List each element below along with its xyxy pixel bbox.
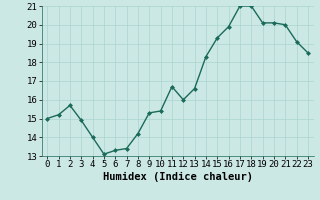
X-axis label: Humidex (Indice chaleur): Humidex (Indice chaleur) [103, 172, 252, 182]
